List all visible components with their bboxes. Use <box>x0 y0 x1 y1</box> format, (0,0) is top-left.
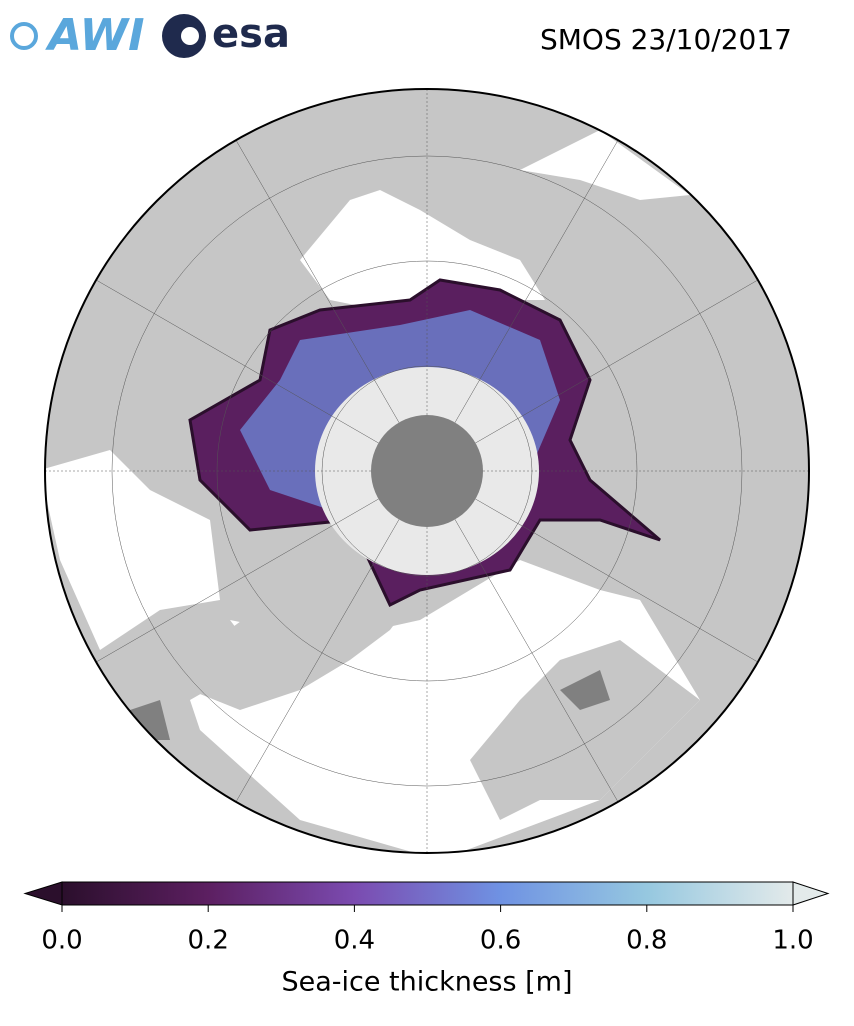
meridian <box>454 519 619 802</box>
colorbar-tick-label: 0.8 <box>626 926 667 956</box>
parallel <box>111 155 743 787</box>
colorbar-tick-label: 0.4 <box>334 926 375 956</box>
colorbar-tick-label: 0.2 <box>188 926 229 956</box>
title: SMOS 23/10/2017 <box>540 23 792 56</box>
colorbar-tick-label: 0.0 <box>41 926 82 956</box>
meridian <box>235 140 400 423</box>
esa-logo-text: esa <box>212 11 290 57</box>
meridian <box>235 519 400 802</box>
colorbar-label: Sea-ice thickness [m] <box>281 967 572 998</box>
awi-logo-text: AWI <box>45 10 145 61</box>
colorbar-tick-label: 1.0 <box>772 926 813 956</box>
pole-hole <box>371 415 483 527</box>
meridian <box>96 279 379 444</box>
colorbar <box>23 881 830 912</box>
graticule <box>45 89 809 853</box>
colorbar-body <box>61 881 794 906</box>
sea <box>45 450 220 650</box>
sea <box>520 130 690 200</box>
meridian <box>96 498 379 663</box>
meridian <box>475 279 758 444</box>
greenland <box>190 560 420 710</box>
meridian <box>454 140 619 423</box>
colorbar-extend-low <box>23 881 63 906</box>
awi-logo: AWI <box>10 10 145 61</box>
scandinavia <box>470 640 700 820</box>
colorbar-tick-label: 0.6 <box>480 926 521 956</box>
lake <box>560 670 610 710</box>
colorbar-extend-high <box>792 881 830 906</box>
map-boundary <box>44 88 810 854</box>
meridian <box>475 498 758 663</box>
esa-logo: esa <box>162 11 290 58</box>
sea <box>300 190 545 310</box>
map <box>45 89 809 853</box>
